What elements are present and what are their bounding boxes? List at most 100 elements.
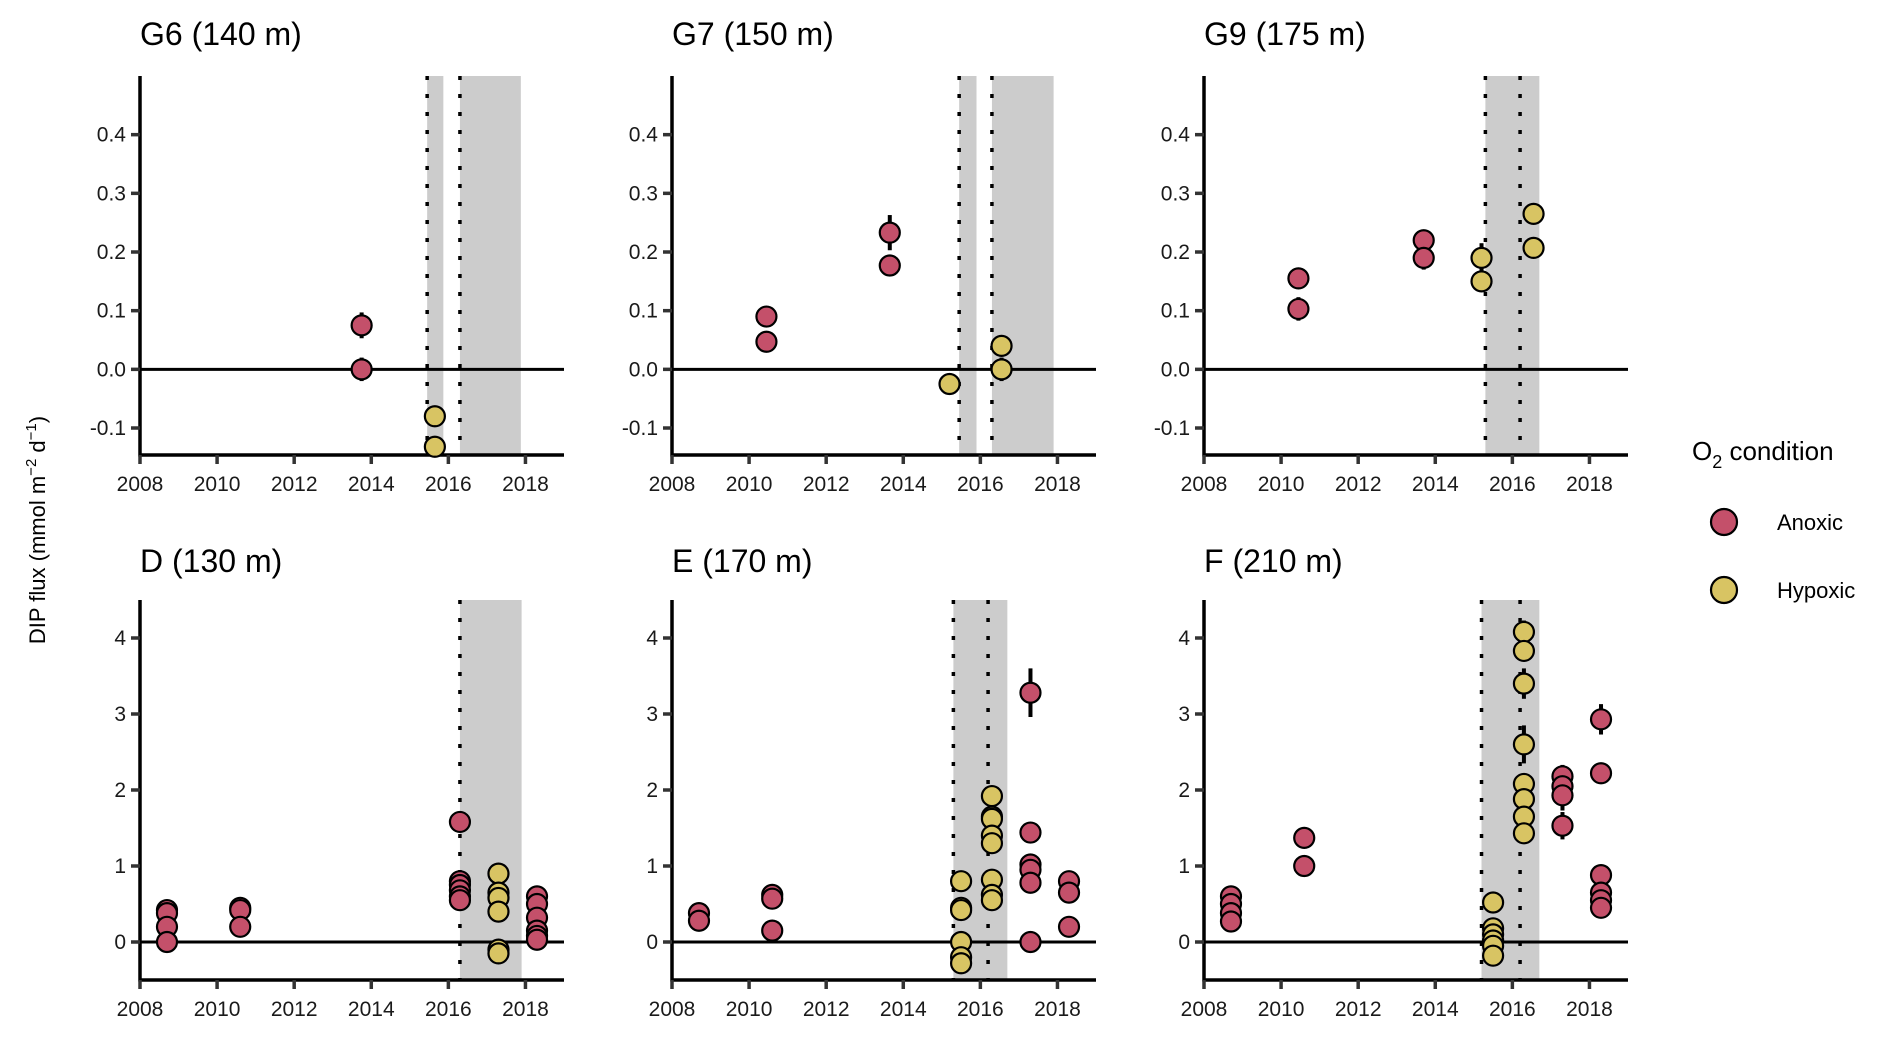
x-tick-label: 2014 (1412, 473, 1459, 496)
data-point-anoxic (1019, 821, 1042, 844)
y-tick-label: 3 (114, 703, 126, 726)
shaded-period-band (1485, 76, 1540, 455)
data-point-hypoxic (949, 870, 973, 893)
x-tick-label: 2014 (880, 473, 927, 496)
data-point-hypoxic (938, 372, 961, 396)
x-tick-label: 2008 (1181, 998, 1228, 1021)
data-point-hypoxic (1512, 822, 1536, 845)
y-tick-label: 2 (114, 779, 126, 802)
data-point-anoxic (761, 887, 784, 910)
data-point-hypoxic (487, 900, 510, 923)
data-point-anoxic (878, 221, 901, 244)
data-point-anoxic (1293, 826, 1316, 849)
x-tick-label: 2018 (502, 998, 549, 1021)
shaded-period-band (959, 76, 977, 455)
panel-g7: G7 (150 m) -0.1 0.0 0.1 0.2 0.3 0.4 2008 2010 201… (622, 16, 1096, 496)
data-point-anoxic (229, 915, 252, 938)
data-point-hypoxic (1522, 236, 1545, 259)
y-tick-label: 0.0 (629, 358, 658, 381)
data-point-anoxic (155, 930, 179, 954)
y-tick-label: -0.1 (622, 417, 658, 440)
x-tick-label: 2016 (425, 998, 472, 1021)
data-point-anoxic (755, 330, 778, 353)
y-tick-label: 3 (1178, 703, 1190, 726)
x-tick-label: 2014 (348, 473, 395, 496)
data-point-anoxic (1589, 896, 1613, 919)
y-tick-label: 0.0 (97, 358, 126, 381)
legend: O2 condition Anoxic Hypoxic (1692, 436, 1855, 605)
panel-title: G9 (175 m) (1204, 16, 1366, 52)
data-point-anoxic (1057, 881, 1081, 904)
x-tick-label: 2016 (425, 473, 472, 496)
data-point-anoxic (1019, 871, 1042, 894)
data-point-hypoxic (1522, 202, 1545, 225)
data-point-hypoxic (980, 784, 1004, 808)
data-point-anoxic (448, 889, 472, 912)
data-point-anoxic (761, 919, 784, 942)
data-point-anoxic (755, 305, 778, 328)
data-point-anoxic (1589, 708, 1613, 731)
y-tick-label: 0 (114, 931, 126, 954)
x-tick-label: 2018 (1566, 998, 1613, 1021)
data-point-anoxic (687, 909, 711, 932)
data-point-anoxic (1287, 267, 1310, 290)
data-point-anoxic (350, 358, 373, 381)
y-tick-label: 0.2 (97, 241, 126, 264)
y-tick-label: 0.3 (97, 182, 126, 205)
data-point-anoxic (1412, 246, 1435, 269)
legend-item-hypoxic: Hypoxic (1709, 575, 1855, 605)
x-tick-label: 2012 (1335, 473, 1382, 496)
x-tick-label: 2016 (957, 998, 1004, 1021)
shaded-period-band (427, 76, 444, 455)
data-point-hypoxic (1470, 270, 1493, 293)
legend-anoxic-label: Anoxic (1777, 510, 1843, 535)
panel-f: F (210 m) 0 1 2 3 4 2008 2010 2012 2014 2016 2018 (1178, 543, 1628, 1021)
y-tick-label: 0.2 (1161, 241, 1190, 264)
y-tick-label: 1 (114, 855, 126, 878)
x-tick-label: 2012 (803, 473, 850, 496)
x-tick-label: 2014 (1412, 998, 1459, 1021)
y-tick-label: 4 (646, 627, 658, 650)
data-point-hypoxic (1512, 620, 1536, 644)
panel-g9: G9 (175 m) -0.1 0.0 0.1 0.2 0.3 0.4 2008 2010 201… (1154, 16, 1628, 496)
panel-title: E (170 m) (672, 543, 812, 579)
y-tick-label: 3 (646, 703, 658, 726)
x-tick-label: 2008 (649, 473, 696, 496)
data-point-hypoxic (1470, 246, 1493, 269)
x-tick-label: 2010 (1258, 998, 1305, 1021)
data-point-anoxic (1019, 930, 1042, 954)
x-tick-label: 2018 (1034, 473, 1081, 496)
data-point-anoxic (350, 314, 373, 337)
data-point-anoxic (1287, 297, 1310, 321)
data-point-hypoxic (990, 334, 1013, 357)
y-tick-label: 4 (114, 627, 126, 650)
legend-item-anoxic: Anoxic (1709, 507, 1843, 537)
y-tick-label: 0.1 (629, 300, 658, 323)
x-tick-label: 2010 (1258, 473, 1305, 496)
data-point-hypoxic (1481, 944, 1505, 967)
shaded-period-band (991, 76, 1054, 455)
panel-title: F (210 m) (1204, 543, 1343, 579)
panel-e: E (170 m) 0 1 2 3 4 2008 2010 2012 2014 2016 2018 (646, 543, 1096, 1021)
data-point-hypoxic (949, 898, 973, 922)
data-point-hypoxic (487, 862, 510, 885)
x-tick-label: 2010 (726, 473, 773, 496)
x-tick-label: 2008 (117, 998, 164, 1021)
y-tick-label: 4 (1178, 627, 1190, 650)
x-tick-label: 2012 (271, 473, 318, 496)
panel-title: G7 (150 m) (672, 16, 834, 52)
data-point-hypoxic (949, 952, 973, 975)
y-tick-label: -0.1 (90, 417, 126, 440)
data-point-anoxic (1293, 854, 1316, 878)
y-tick-label: 2 (1178, 779, 1190, 802)
data-point-hypoxic (980, 832, 1004, 855)
y-tick-label: 0.0 (1161, 358, 1190, 381)
data-point-hypoxic (487, 942, 510, 965)
data-point-hypoxic (1512, 639, 1536, 663)
x-tick-label: 2012 (803, 998, 850, 1021)
y-tick-label: 1 (1178, 855, 1190, 878)
x-tick-label: 2018 (502, 473, 549, 496)
x-tick-label: 2018 (1566, 473, 1613, 496)
y-tick-label: 0.1 (97, 300, 126, 323)
x-tick-label: 2016 (957, 473, 1004, 496)
